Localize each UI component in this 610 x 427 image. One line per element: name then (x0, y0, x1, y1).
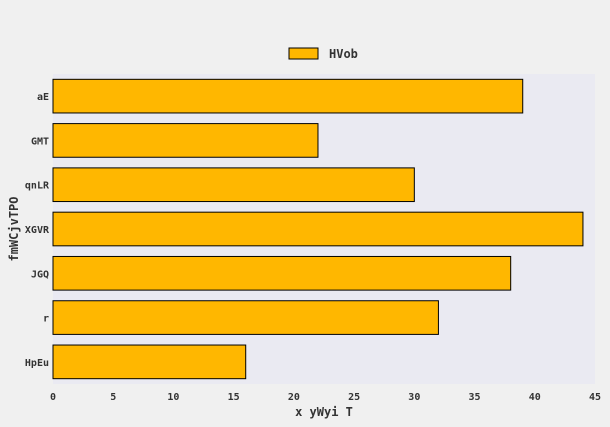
x-tick-label: 40 (529, 392, 541, 403)
legend: HVob (288, 47, 358, 61)
x-tick-label: 30 (408, 392, 420, 403)
x-tick-label: 25 (348, 392, 360, 403)
x-tick-label: 45 (589, 392, 601, 403)
x-tick-label: 15 (228, 392, 240, 403)
x-tick-label: 35 (469, 392, 481, 403)
bar-qnLR (52, 167, 415, 203)
bar-XGVR (52, 211, 584, 247)
x-tick-label: 5 (110, 392, 116, 403)
bars-group (52, 78, 584, 380)
y-tick-label: r (43, 314, 49, 325)
x-tick-labels: 0 5 10 15 20 25 30 35 40 45 (50, 392, 601, 403)
legend-label: HVob (329, 47, 358, 61)
y-tick-labels: aE GMT qnLR XGVR JGQ r HpEu (25, 92, 50, 369)
bar-JGQ (52, 255, 512, 291)
y-tick-label: GMT (31, 136, 49, 147)
legend-swatch (288, 47, 319, 60)
y-tick-label: aE (37, 92, 49, 103)
bar-HpEu (52, 344, 247, 380)
x-axis-title: x yWyi T (295, 405, 353, 419)
y-tick-label: JGQ (31, 269, 49, 280)
y-tick-label: HpEu (25, 358, 49, 369)
y-tick-label: XGVR (25, 225, 50, 236)
x-tick-label: 20 (288, 392, 300, 403)
bar-r (52, 300, 439, 335)
bar-aE (52, 78, 524, 114)
y-tick-label: qnLR (25, 181, 50, 192)
bar-GMT (52, 123, 319, 158)
x-tick-label: 0 (50, 392, 56, 403)
x-tick-label: 10 (167, 392, 179, 403)
y-axis-title: fmWCjvTPO (7, 196, 21, 261)
